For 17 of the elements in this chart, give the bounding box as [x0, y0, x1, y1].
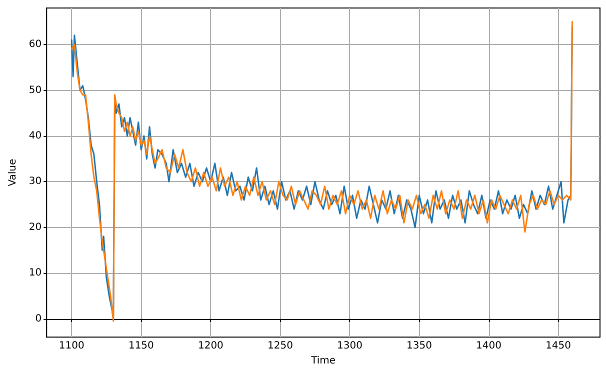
- y-tick-label: 40: [28, 130, 42, 142]
- x-tick-label: 1400: [476, 340, 502, 352]
- y-tick-label: 0: [35, 313, 42, 324]
- y-tick-label: 10: [28, 268, 42, 279]
- x-tick-label: 1150: [128, 340, 154, 352]
- y-tick-label: 50: [28, 84, 42, 96]
- x-tick-label: 1100: [58, 340, 84, 352]
- x-tick-label: 1200: [198, 340, 224, 352]
- x-tick-label: 1350: [406, 340, 432, 352]
- y-axis-title: Value: [8, 158, 18, 186]
- x-tick-label: 1300: [337, 340, 362, 352]
- y-tick-label: 60: [28, 39, 42, 50]
- y-tick-label: 30: [28, 176, 42, 188]
- x-axis-title: Time: [310, 356, 336, 366]
- y-tick-label: 20: [28, 222, 42, 233]
- x-tick-label: 1450: [546, 340, 572, 352]
- x-tick-label: 1250: [267, 340, 293, 352]
